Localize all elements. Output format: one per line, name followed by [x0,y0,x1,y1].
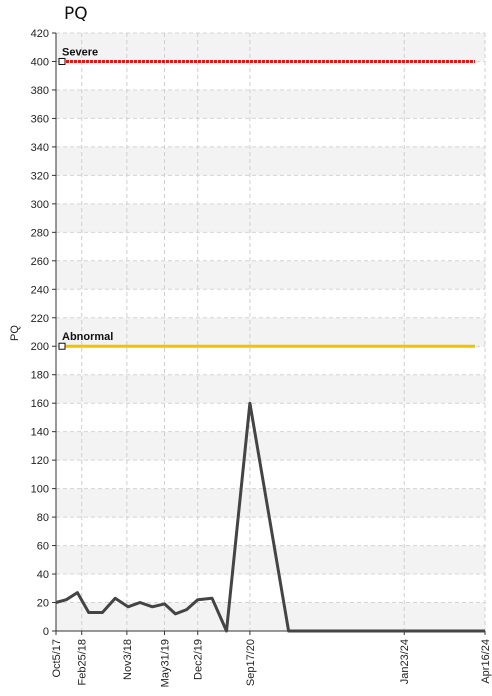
plot-band [56,460,485,489]
plot-band [56,146,485,176]
y-tick-labels: 0 20 40 60 80 100 120 140 160 180 200 220 240 260 280 3… [31,28,56,638]
y-axis-label: PQ [9,325,21,341]
plot-band [56,317,485,347]
y-tick-label: 40 [37,569,49,581]
threshold-marker [58,342,66,350]
x-tick-label: Nov3/18 [122,639,134,680]
y-tick-label: 220 [31,313,49,325]
x-tick-labels: Oct5/17 Feb25/18 Nov3/18 May31/19 Dec2/19 Sep… [51,631,492,687]
y-tick-label: 380 [31,85,49,97]
plot-band [56,203,485,233]
plot-band [56,545,485,575]
plot-band [56,488,485,518]
y-tick-label: 400 [31,56,49,68]
plot-band [56,232,485,261]
y-tick-label: 60 [37,541,49,553]
y-tick-label: 340 [31,142,49,154]
chart-title: PQ [64,4,88,24]
y-tick-label: 80 [37,512,49,524]
x-tick-label: Feb25/18 [77,639,89,685]
y-tick-label: 20 [37,598,49,610]
y-tick-label: 180 [31,370,49,382]
x-tick-label: Jan23/24 [399,639,411,684]
y-tick-label: 280 [31,227,49,239]
plot-band [56,403,485,432]
series-lines [55,401,485,633]
threshold-label: Abnormal [62,331,113,343]
x-tick-label: May31/19 [159,639,171,687]
plot-band [56,374,485,404]
plot-band [56,260,485,290]
threshold-label: Severe [62,46,98,58]
plot-bands [56,33,485,631]
plot-band [56,33,485,62]
plot-band [56,61,485,90]
plot-band [56,574,485,603]
y-tick-label: 200 [31,341,49,353]
threshold-lines: Severe Abnormal [58,46,475,350]
series-line [55,401,485,633]
plot-band [56,175,485,204]
y-tick-label: 320 [31,170,49,182]
plot-band [56,602,485,631]
y-tick-label: 120 [31,455,49,467]
plot-band [56,89,485,119]
y-tick-label: 140 [31,427,49,439]
y-tick-label: 160 [31,398,49,410]
y-tick-label: 0 [43,626,49,638]
x-tick-label: Sep17/20 [245,639,257,686]
y-tick-label: 240 [31,284,49,296]
x-tick-label: Apr16/24 [480,639,492,684]
y-tick-label: 260 [31,256,49,268]
x-tick-label: Dec2/19 [193,639,205,680]
threshold-marker [58,57,66,65]
y-tick-label: 300 [31,199,49,211]
plot-band [56,289,485,318]
y-tick-label: 100 [31,484,49,496]
y-tick-label: 420 [31,28,49,40]
plot-band [56,118,485,147]
x-tick-label: Oct5/17 [51,639,63,678]
plot-band [56,346,485,375]
y-tick-label: 360 [31,113,49,125]
plot-band [56,431,485,461]
